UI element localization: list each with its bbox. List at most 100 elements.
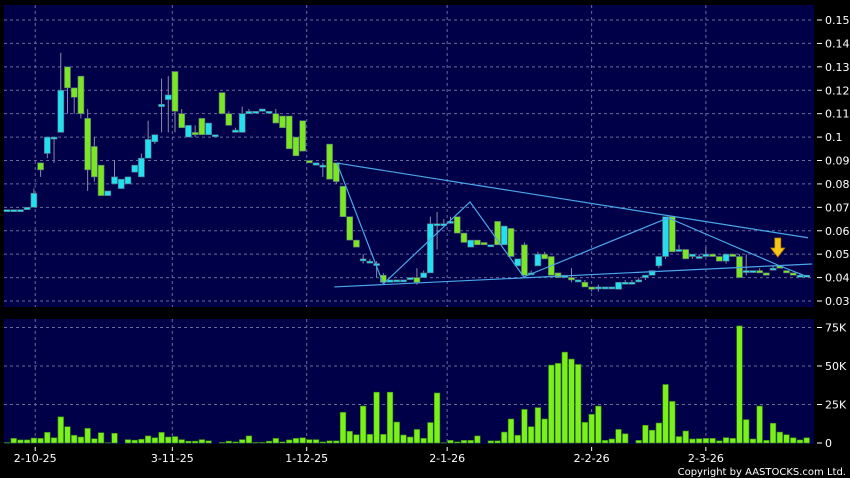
candle-body xyxy=(151,134,159,143)
candle xyxy=(716,256,723,262)
volume-bar xyxy=(601,440,609,444)
candle-body xyxy=(366,260,374,264)
candle-body xyxy=(783,270,790,274)
volume-bar xyxy=(642,424,649,444)
candle xyxy=(393,279,401,283)
candle-body xyxy=(37,162,44,171)
candle xyxy=(406,277,414,280)
volume-bar xyxy=(319,441,326,444)
candle-body xyxy=(789,272,797,276)
candle xyxy=(3,209,11,212)
volume-bar xyxy=(494,440,501,444)
candle-body xyxy=(588,286,595,290)
candle-body xyxy=(124,176,132,185)
volume-axis: 75K 50K 25K 0 xyxy=(817,322,847,450)
volume-tick-label: 75K xyxy=(825,322,847,335)
volume-bar xyxy=(373,391,380,444)
volume-bar xyxy=(145,435,152,444)
candle xyxy=(514,258,522,267)
candle-body xyxy=(70,87,78,98)
candle-body xyxy=(635,279,642,283)
candle-body xyxy=(662,216,669,257)
candle-body xyxy=(57,89,65,133)
volume-bar xyxy=(185,440,192,444)
candle-body xyxy=(642,274,649,278)
candle-body xyxy=(225,113,233,126)
candle xyxy=(265,111,273,114)
candle-body xyxy=(346,216,354,241)
candle-body xyxy=(568,277,575,281)
volume-bar xyxy=(682,430,689,444)
candle-body xyxy=(608,286,616,290)
candle-body xyxy=(111,176,118,185)
candle xyxy=(521,242,528,276)
candle xyxy=(783,270,790,274)
candle-body xyxy=(601,286,609,290)
candle-body xyxy=(453,216,461,234)
volume-bar xyxy=(608,438,615,444)
candle-body xyxy=(695,256,703,259)
candle xyxy=(427,216,434,274)
candle-body xyxy=(164,94,172,100)
volume-bar xyxy=(722,437,730,444)
volume-bar xyxy=(662,384,669,444)
candle-body xyxy=(319,164,327,168)
candle-body xyxy=(413,277,421,283)
candle xyxy=(124,176,132,185)
volume-bar xyxy=(239,439,246,444)
candle-body xyxy=(440,223,448,227)
candle xyxy=(238,106,246,133)
candle-body xyxy=(285,115,293,150)
date-tick-label: 2-2-26 xyxy=(574,452,610,465)
volume-bar xyxy=(763,440,770,444)
volume-bar xyxy=(655,422,662,444)
candle-body xyxy=(3,209,11,212)
candle-body xyxy=(30,192,38,208)
candle-body xyxy=(406,277,414,280)
candle xyxy=(635,277,642,283)
volume-bar xyxy=(366,434,373,444)
volume-bar xyxy=(171,436,179,444)
candle-body xyxy=(359,258,367,262)
volume-bar xyxy=(306,439,313,444)
volume-bar xyxy=(326,440,333,444)
candle xyxy=(292,136,300,157)
candle-body xyxy=(702,253,710,257)
candle-body xyxy=(796,274,804,278)
candle xyxy=(615,281,622,290)
candle-body xyxy=(427,223,434,274)
volume-bar xyxy=(575,364,582,444)
volume-bar xyxy=(716,440,723,444)
volume-bar xyxy=(17,439,24,444)
candle-body xyxy=(722,253,730,262)
candle xyxy=(339,185,347,217)
candle xyxy=(413,268,421,285)
candle-body xyxy=(232,129,239,133)
zigzag-line xyxy=(336,162,806,285)
candle-body xyxy=(185,125,192,138)
candle-body xyxy=(77,75,85,114)
candle-body xyxy=(50,136,58,140)
candle xyxy=(668,216,676,253)
volume-bar xyxy=(467,440,474,444)
candle xyxy=(64,66,71,114)
price-tick-label: 0.08 xyxy=(825,178,850,191)
candle-body xyxy=(97,164,105,196)
candle xyxy=(44,136,51,159)
volume-bar xyxy=(245,435,253,444)
volume-bar xyxy=(84,428,91,444)
volume-bar xyxy=(111,432,118,444)
volume-bar xyxy=(313,439,320,444)
candle-body xyxy=(191,132,199,136)
volume-bar xyxy=(30,437,37,444)
price-tick-label: 0.04 xyxy=(825,272,850,285)
candle-body xyxy=(648,270,656,276)
volume-bar xyxy=(252,442,259,444)
candle xyxy=(621,279,629,285)
candle xyxy=(97,164,105,196)
candle xyxy=(803,274,810,278)
candle-body xyxy=(91,146,98,178)
volume-bar xyxy=(635,440,642,444)
candle-body xyxy=(574,279,582,283)
trendline xyxy=(334,263,813,288)
